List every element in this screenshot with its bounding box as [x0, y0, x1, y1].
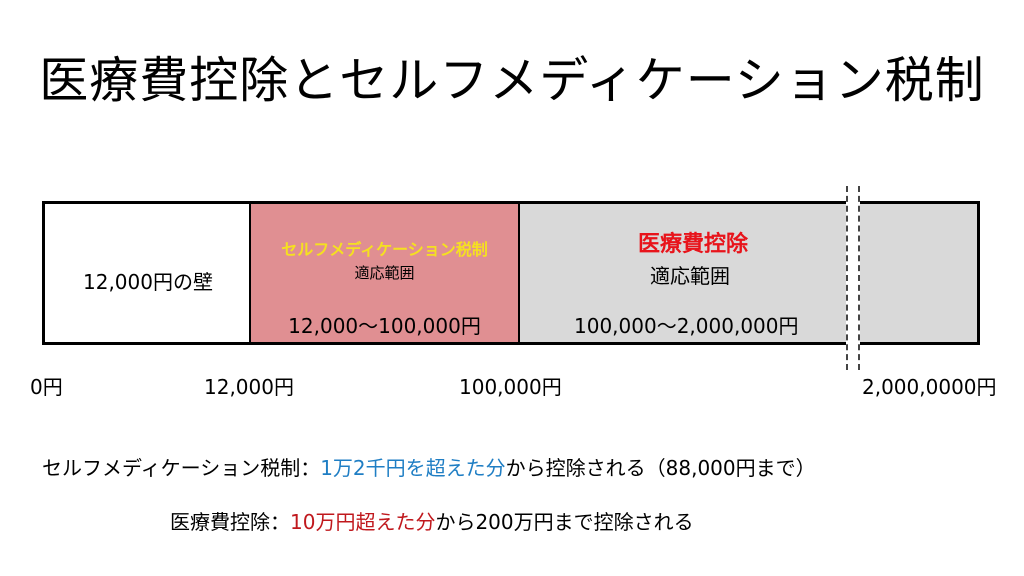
axis-break: [846, 186, 860, 370]
tick-label-100000: 100,000円: [459, 375, 562, 399]
wall-label: 12,000円の壁: [83, 270, 213, 294]
note-self-medication-prefix: セルフメディケーション税制：: [42, 456, 321, 480]
medical-deduction-title: 医療費控除: [638, 232, 749, 257]
self-medication-title: セルフメディケーション税制: [281, 240, 488, 259]
medical-deduction-segment: 医療費控除 適応範囲 100,000〜2,000,000円: [520, 204, 977, 342]
self-medication-range: 12,000〜100,000円: [288, 314, 481, 338]
note-self-medication-highlight: 1万2千円を超えた分: [320, 456, 506, 480]
tick-label-12000: 12,000円: [204, 375, 294, 399]
range-bar: 12,000円の壁 セルフメディケーション税制 適応範囲 12,000〜100,…: [42, 201, 980, 345]
note-medical-suffix: から200万円まで控除される: [435, 510, 694, 534]
note-medical-prefix: 医療費控除：: [170, 510, 290, 534]
wall-segment: 12,000円の壁: [45, 204, 251, 342]
axis-break-line-left: [846, 186, 848, 370]
medical-deduction-range: 100,000〜2,000,000円: [574, 314, 799, 338]
tick-label-0: 0円: [30, 375, 63, 399]
note-medical-deduction: 医療費控除：10万円超えた分から200万円まで控除される: [170, 506, 694, 535]
axis-break-line-right: [858, 186, 860, 370]
self-medication-subtitle: 適応範囲: [354, 264, 415, 282]
self-medication-segment: セルフメディケーション税制 適応範囲 12,000〜100,000円: [251, 204, 520, 342]
note-self-medication-suffix: から控除される（88,000円まで）: [505, 456, 816, 480]
note-self-medication: セルフメディケーション税制：1万2千円を超えた分から控除される（88,000円ま…: [42, 452, 816, 481]
medical-deduction-subtitle: 適応範囲: [650, 264, 730, 288]
page-title: 医療費控除とセルフメディケーション税制: [39, 52, 985, 109]
note-medical-highlight: 10万円超えた分: [290, 510, 436, 534]
tick-label-2000000: 2,000,0000円: [862, 375, 997, 399]
